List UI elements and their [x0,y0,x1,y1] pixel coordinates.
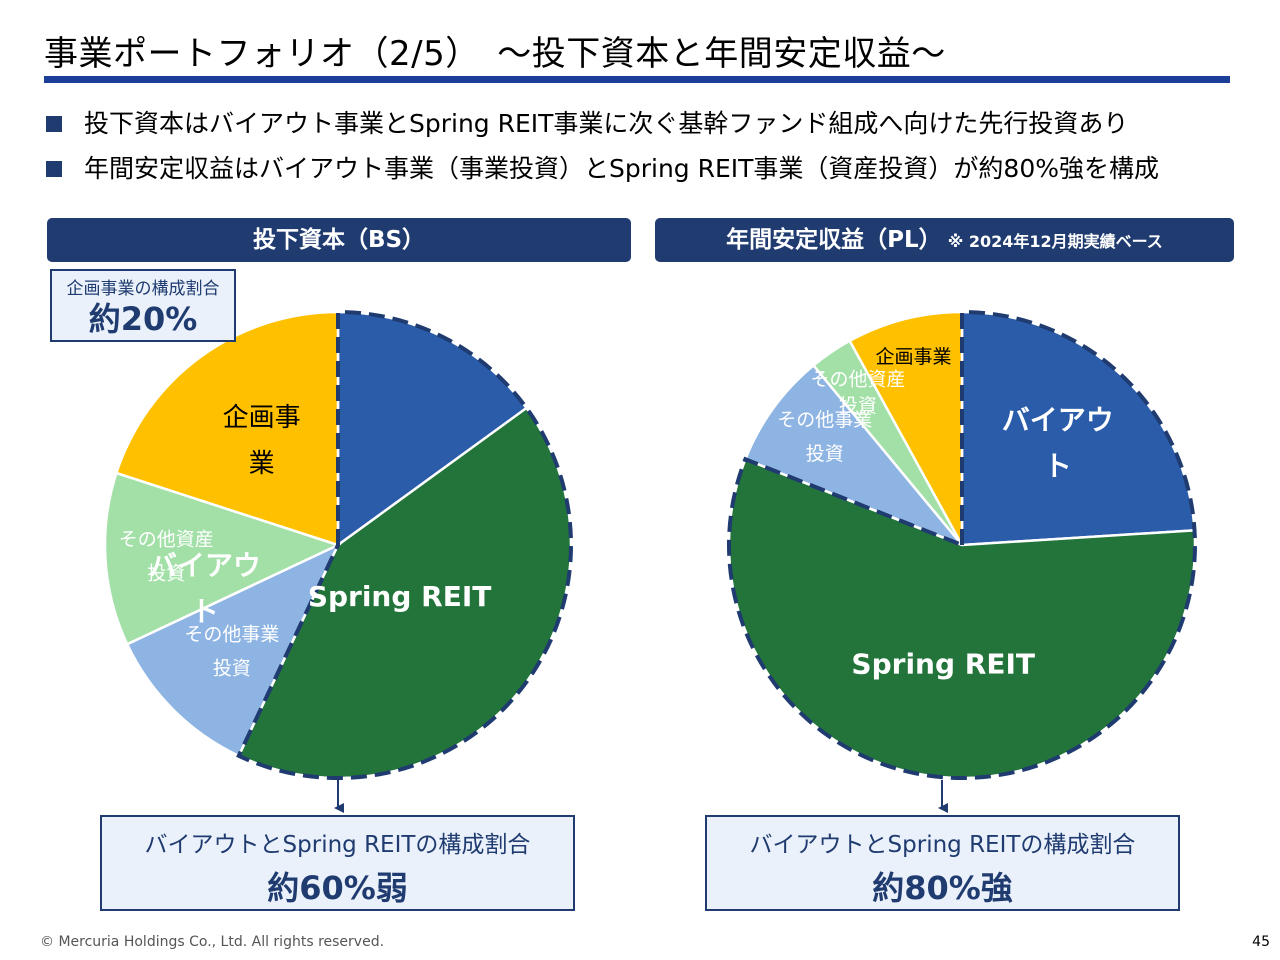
square-bullet-icon [46,116,62,132]
highlight-dashed-outline [236,309,574,780]
pie-slice-label: その他事業投資 [184,624,279,680]
right-summary-value: 約80%強 [872,869,1013,907]
pie-slice-label: その他資産投資 [810,368,905,417]
pie-slice-label: 企画事業 [875,346,951,368]
pie-slice-label: その他資産投資 [119,528,214,584]
pie-slice-other-business [743,363,963,547]
pie-slice-label: バイアウト [1002,404,1114,483]
bullet-text: 年間安定収益はバイアウト事業（事業投資）とSpring REIT事業（資産投資）… [84,154,1160,183]
right-chart-header: 年間安定収益（PL） ※ 2024年12月期実績ベース [655,218,1234,262]
right-summary-label: バイアウトとSpring REITの構成割合 [749,832,1136,858]
pie-slice-label: その他事業投資 [777,409,872,465]
pie-slice-label: Spring REIT [308,580,492,613]
square-bullet-icon [46,161,62,177]
right-chart-header-note: ※ 2024年12月期実績ベース [947,232,1163,251]
left-summary-value: 約60%弱 [267,869,408,907]
bullet-item: 年間安定収益はバイアウト事業（事業投資）とSpring REIT事業（資産投資）… [44,150,1159,195]
title-underline [44,76,1230,83]
pie-slice-other-business [125,542,341,758]
left-chart-header: 投下資本（BS） [47,218,631,262]
pie-slice-label: 企画事業 [223,403,301,479]
page-number: 45 [1252,934,1270,950]
planning-share-callout: 企画事業の構成割合 約20% [50,269,236,342]
left-chart-header-text: 投下資本（BS） [252,227,426,253]
pie-slice-label: バイアウト [149,549,261,628]
page-title: 事業ポートフォリオ（2/5） ～投下資本と年間安定収益～ [44,34,946,74]
left-summary-label: バイアウトとSpring REITの構成割合 [144,832,531,858]
right-summary-box: バイアウトとSpring REITの構成割合 約80%強 [705,815,1180,911]
bullet-list: 投下資本はバイアウト事業とSpring REIT事業に次ぐ基幹ファンド組成へ向け… [44,105,1159,195]
left-summary-box: バイアウトとSpring REITの構成割合 約60%弱 [100,815,575,911]
highlight-dashed-outline [727,309,1197,780]
pie-slice-other-asset [103,471,342,646]
copyright-footer: © Mercuria Holdings Co., Ltd. All rights… [40,934,385,950]
bullet-item: 投下資本はバイアウト事業とSpring REIT事業に次ぐ基幹ファンド組成へ向け… [44,105,1159,150]
callout-value: 約20% [88,300,198,338]
callout-label: 企画事業の構成割合 [66,279,220,299]
pie-slice-planning [848,310,964,546]
pie-slice-planning [114,310,340,547]
right-chart-header-text: 年間安定収益（PL） [726,227,942,253]
bullet-text: 投下資本はバイアウト事業とSpring REIT事業に次ぐ基幹ファンド組成へ向け… [84,109,1129,138]
pie-slice-label: Spring REIT [851,647,1035,680]
